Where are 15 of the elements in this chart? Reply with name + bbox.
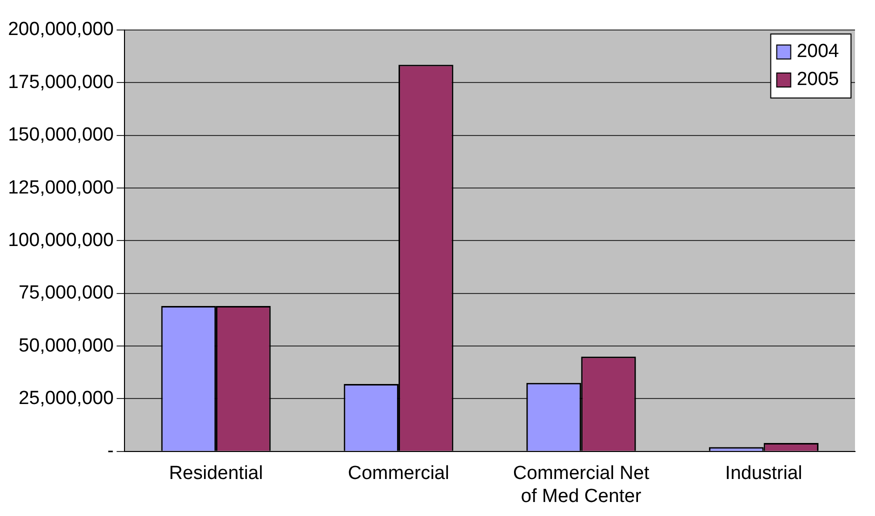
legend-label: 2004: [796, 41, 840, 62]
x-tick-label: Residential: [168, 463, 263, 484]
legend-label: 2005: [796, 69, 840, 90]
y-tick-label: 75,000,000: [18, 282, 114, 304]
y-tick-label: 150,000,000: [8, 124, 114, 146]
y-tick-label: 200,000,000: [8, 19, 114, 40]
y-tick-label: 25,000,000: [18, 388, 114, 409]
y-tick-label: -: [107, 440, 114, 462]
y-tick-label: 175,000,000: [8, 72, 114, 93]
x-tick-label: Commercial: [348, 463, 450, 484]
y-tick-label: 125,000,000: [8, 177, 114, 198]
y-tick-label: 50,000,000: [18, 335, 114, 356]
x-tick-label: Industrial: [725, 463, 802, 484]
y-tick-label: 100,000,000: [8, 230, 114, 251]
x-tick-label: Commercial Net of Med Center: [513, 463, 650, 507]
